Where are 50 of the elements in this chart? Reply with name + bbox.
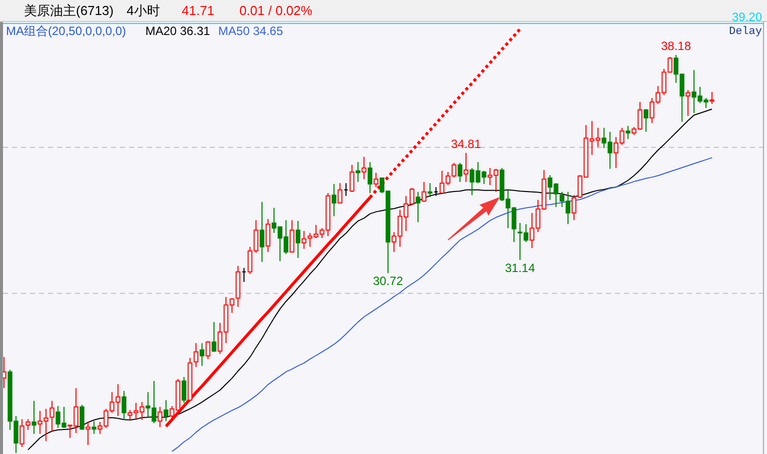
candlestick (92, 420, 96, 434)
text: 4小时 (126, 3, 160, 18)
candlestick (164, 400, 168, 422)
candlestick (290, 220, 294, 253)
candlestick (572, 194, 576, 221)
text: MA50 34.65 (218, 24, 284, 38)
candlestick (710, 92, 714, 104)
chart-title: 美原油主(6713) (24, 3, 114, 18)
candlestick (302, 230, 306, 250)
candlestick (356, 162, 360, 182)
candlestick (374, 172, 378, 188)
text: 0.01 / 0.02% (239, 3, 313, 18)
candlestick (20, 418, 24, 448)
candlestick (122, 390, 126, 420)
text: 30.72 (372, 274, 404, 288)
candlestick (362, 156, 366, 180)
candlestick (458, 162, 462, 182)
candlestick (86, 421, 90, 446)
text: 41.71 (182, 3, 214, 18)
candlestick (368, 162, 372, 194)
candlestick (80, 404, 84, 430)
text: 34.81 (450, 136, 482, 151)
candlestick (464, 152, 468, 182)
candlestick (332, 183, 336, 217)
candlestick (266, 218, 270, 253)
text: 38.18 (660, 38, 692, 53)
text: 39.20 (732, 10, 762, 24)
candlestick (416, 191, 420, 223)
candlestick (50, 400, 54, 432)
legend-title: MA组合(20,50,0,0,0,0) (6, 24, 126, 38)
candlestick (350, 164, 354, 192)
candlestick (26, 418, 30, 430)
candlestick (212, 322, 216, 352)
candlestick (644, 108, 648, 132)
candlestick (422, 181, 426, 202)
candlestick (182, 376, 186, 404)
candlestick (686, 90, 690, 116)
candlestick (194, 342, 198, 368)
candlestick (626, 125, 630, 140)
candlestick (32, 400, 36, 434)
text: Delay (728, 26, 762, 38)
candlestick (206, 340, 210, 360)
text: MA20 36.31 (145, 24, 210, 38)
candlestick (158, 406, 162, 428)
candlestick (428, 182, 432, 198)
candlestick (338, 182, 342, 204)
candlestick (200, 342, 204, 366)
candlestick (296, 220, 300, 258)
text: 31.14 (504, 260, 536, 275)
candlestick (260, 201, 264, 262)
